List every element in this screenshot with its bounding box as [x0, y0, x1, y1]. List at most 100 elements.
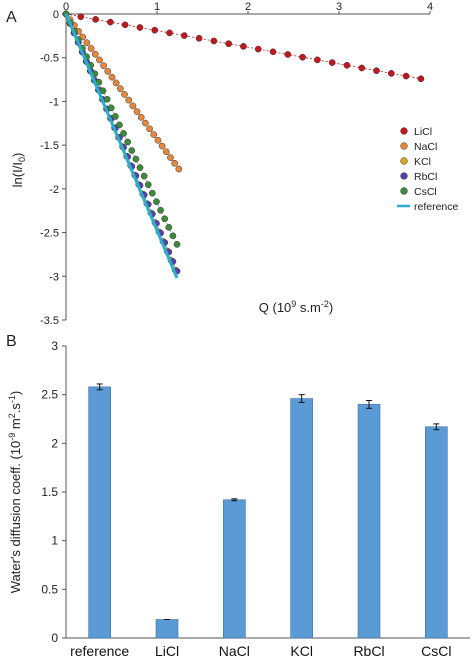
point-nacl — [158, 142, 166, 150]
category-label-nacl: NaCl — [219, 643, 250, 659]
fit-line-cscl — [65, 13, 178, 245]
panel-a-x-tick-label: 2 — [245, 1, 251, 13]
point-licl — [343, 61, 351, 69]
panel-b-y-tick-label: 0 — [51, 631, 58, 645]
panel-b-category-labels: reference LiCl NaCl KCl RbCl CsCl — [70, 643, 451, 659]
category-label-rbcl: RbCl — [353, 643, 384, 659]
panel-a-legend: LiCl NaCl KCl RbCl CsCl reference — [397, 126, 459, 213]
point-cscl — [173, 241, 181, 248]
point-cscl — [161, 215, 169, 223]
bar-licl — [155, 619, 179, 639]
point-cscl — [140, 172, 148, 180]
point-cscl — [120, 130, 127, 137]
point-licl — [77, 13, 85, 21]
reference-line — [64, 13, 179, 279]
panel-a-x-tick-label: 3 — [336, 1, 342, 13]
legend-label-cscl: CsCl — [414, 186, 437, 198]
point-cscl — [157, 206, 164, 214]
panel-b-y-ticks: 0 0.5 1 1.5 2 2.5 3 — [41, 339, 66, 645]
point-nacl — [96, 56, 103, 64]
legend-swatch-kcl — [400, 157, 408, 165]
legend-label-nacl: NaCl — [414, 141, 437, 153]
panel-a-y-label: ln(I/I0) — [10, 153, 27, 188]
panel-b-label: B — [6, 333, 17, 350]
point-licl — [180, 32, 188, 39]
category-label-cscl: CsCl — [421, 643, 451, 659]
panel-b-y-tick-label: 1.5 — [41, 485, 58, 499]
panel-a-y-tick-label: -1.5 — [40, 140, 59, 152]
point-licl — [314, 56, 321, 64]
point-nacl — [171, 159, 179, 167]
panel-b-y-tick-label: 2 — [51, 436, 58, 450]
point-nacl — [129, 102, 137, 110]
legend-label-reference: reference — [414, 201, 459, 213]
point-nacl — [121, 91, 128, 98]
panel-a-y-tick-label: -2 — [49, 184, 59, 196]
panel-a-y-tick-label: -3.5 — [40, 315, 59, 327]
point-cscl — [124, 138, 132, 146]
point-licl — [373, 67, 380, 75]
panel-a-x-tick-labels: 0 1 2 3 4 — [63, 1, 433, 14]
point-licl — [328, 59, 336, 66]
point-nacl — [175, 165, 183, 173]
point-cscl — [116, 121, 123, 129]
legend-label-rbcl: RbCl — [414, 171, 437, 183]
panel-a-label: A — [6, 9, 17, 26]
point-cscl — [107, 104, 115, 112]
point-cscl — [165, 223, 173, 231]
panel-a-y-ticks: 0 -0.5 -1 -1.5 -2 -2.5 -3 -3.5 — [40, 9, 66, 327]
point-licl — [254, 45, 262, 53]
legend-label-kcl: KCl — [414, 156, 431, 168]
panel-b-y-tick-label: 1 — [51, 534, 58, 548]
point-licl — [240, 43, 247, 50]
point-licl — [195, 34, 203, 42]
point-nacl — [100, 62, 107, 70]
panel-a-y-tick-label: -2.5 — [40, 228, 59, 240]
point-nacl — [142, 119, 149, 127]
point-nacl — [104, 68, 112, 75]
point-nacl — [87, 45, 95, 52]
bar-reference — [88, 386, 111, 639]
point-cscl — [148, 189, 156, 197]
point-licl — [151, 26, 159, 34]
point-nacl — [133, 108, 141, 115]
panel-b: B 0 0.5 1 1.5 2 2.5 3 reference LiCl NaCl KCl RbCl… — [6, 333, 470, 659]
point-nacl — [167, 154, 174, 161]
bar-rbcl — [357, 404, 381, 639]
point-nacl — [83, 39, 91, 47]
point-cscl — [103, 95, 111, 103]
legend-swatch-cscl — [400, 187, 408, 195]
legend-swatch-rbcl — [400, 172, 408, 180]
legend-swatch-nacl — [400, 142, 408, 150]
panel-b-y-tick-label: 0.5 — [41, 582, 58, 596]
panel-b-y-label: Water's diffusion coeff. (10-9 m2.s-1) — [7, 391, 23, 594]
panel-a-x-tick-label: 4 — [427, 1, 433, 13]
point-cscl — [132, 155, 140, 163]
panel-b-bars — [88, 383, 448, 639]
panel-a-x-tick-label: 0 — [63, 1, 69, 13]
panel-a-x-label: Q (109 s.m-2) — [259, 299, 333, 315]
category-label-kcl: KCl — [290, 643, 313, 659]
point-cscl — [153, 198, 160, 206]
panel-a-points — [62, 10, 425, 275]
point-nacl — [125, 96, 133, 104]
point-licl — [92, 16, 99, 23]
point-nacl — [137, 114, 145, 121]
point-licl — [387, 70, 395, 77]
point-cscl — [144, 181, 152, 189]
point-licl — [210, 37, 218, 45]
point-licl — [299, 53, 306, 61]
point-nacl — [154, 136, 162, 144]
point-licl — [166, 29, 173, 37]
point-licl — [417, 75, 425, 83]
panel-a: A 0 1 2 3 4 0 -0.5 -1 -1.5 -2 -2.5 -3 -3.5 ln(I/I0)… — [6, 1, 459, 327]
point-licl — [121, 21, 129, 29]
bar-kcl — [290, 398, 313, 639]
point-nacl — [146, 125, 153, 133]
point-nacl — [116, 85, 124, 92]
point-licl — [107, 18, 114, 26]
point-licl — [402, 72, 410, 80]
point-cscl — [111, 113, 119, 120]
point-licl — [269, 48, 277, 56]
